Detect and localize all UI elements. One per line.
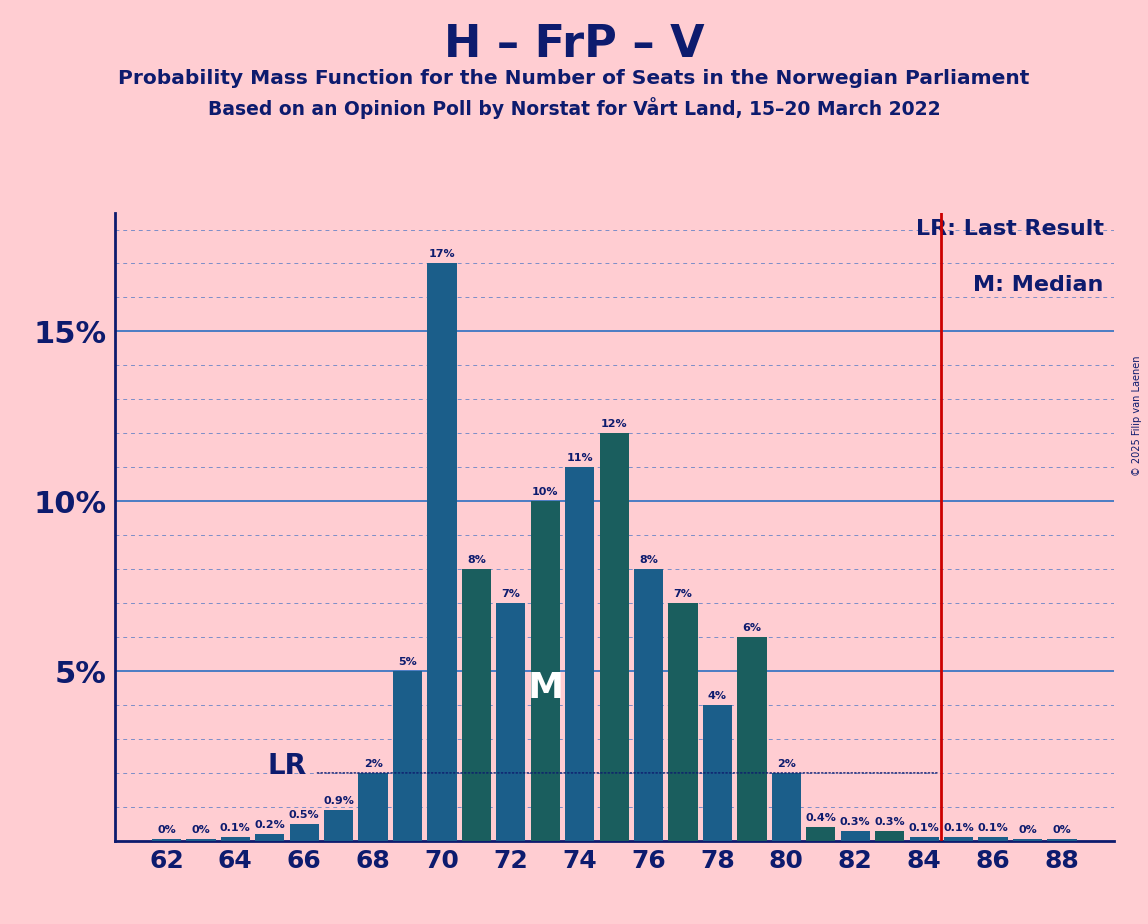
Text: 0.1%: 0.1%: [909, 823, 939, 833]
Text: 0.4%: 0.4%: [806, 813, 836, 823]
Bar: [358, 772, 388, 841]
Text: 0.1%: 0.1%: [978, 823, 1008, 833]
Bar: [944, 837, 974, 841]
Text: 0%: 0%: [1018, 825, 1037, 835]
Text: 2%: 2%: [777, 759, 796, 769]
Bar: [289, 824, 319, 841]
Bar: [461, 569, 491, 841]
Bar: [737, 637, 767, 841]
Text: 0.1%: 0.1%: [220, 823, 250, 833]
Bar: [909, 837, 939, 841]
Text: Probability Mass Function for the Number of Seats in the Norwegian Parliament: Probability Mass Function for the Number…: [118, 69, 1030, 89]
Bar: [530, 501, 560, 841]
Text: M: M: [527, 671, 564, 705]
Text: 0.9%: 0.9%: [324, 796, 354, 807]
Text: 8%: 8%: [639, 555, 658, 565]
Text: 17%: 17%: [428, 249, 456, 260]
Bar: [875, 831, 905, 841]
Text: H – FrP – V: H – FrP – V: [443, 23, 705, 67]
Text: 11%: 11%: [566, 453, 594, 463]
Text: M: Median: M: Median: [974, 275, 1103, 296]
Text: 0.2%: 0.2%: [255, 820, 285, 830]
Text: 5%: 5%: [398, 657, 417, 667]
Bar: [599, 433, 629, 841]
Bar: [393, 671, 422, 841]
Bar: [255, 834, 285, 841]
Text: Based on an Opinion Poll by Norstat for Vårt Land, 15–20 March 2022: Based on an Opinion Poll by Norstat for …: [208, 97, 940, 119]
Text: 0.3%: 0.3%: [875, 817, 905, 827]
Bar: [427, 263, 457, 841]
Text: 0.1%: 0.1%: [944, 823, 974, 833]
Text: LR: LR: [267, 752, 307, 780]
Text: © 2025 Filip van Laenen: © 2025 Filip van Laenen: [1132, 356, 1142, 476]
Bar: [152, 839, 181, 841]
Bar: [496, 603, 526, 841]
Bar: [771, 772, 801, 841]
Text: 7%: 7%: [502, 589, 520, 599]
Bar: [703, 705, 732, 841]
Bar: [565, 468, 595, 841]
Bar: [220, 837, 250, 841]
Text: 6%: 6%: [743, 623, 761, 633]
Text: LR: Last Result: LR: Last Result: [916, 219, 1103, 238]
Bar: [634, 569, 664, 841]
Bar: [186, 839, 216, 841]
Text: 7%: 7%: [674, 589, 692, 599]
Text: 4%: 4%: [708, 691, 727, 701]
Bar: [1013, 839, 1042, 841]
Text: 0%: 0%: [1053, 825, 1071, 835]
Text: 8%: 8%: [467, 555, 486, 565]
Bar: [1047, 839, 1077, 841]
Bar: [668, 603, 698, 841]
Text: 0.5%: 0.5%: [289, 809, 319, 820]
Text: 0.3%: 0.3%: [840, 817, 870, 827]
Text: 12%: 12%: [600, 419, 628, 430]
Text: 0%: 0%: [192, 825, 210, 835]
Text: 0%: 0%: [157, 825, 176, 835]
Text: 10%: 10%: [532, 487, 559, 497]
Bar: [324, 810, 354, 841]
Bar: [806, 827, 836, 841]
Text: 2%: 2%: [364, 759, 382, 769]
Bar: [840, 831, 870, 841]
Bar: [978, 837, 1008, 841]
